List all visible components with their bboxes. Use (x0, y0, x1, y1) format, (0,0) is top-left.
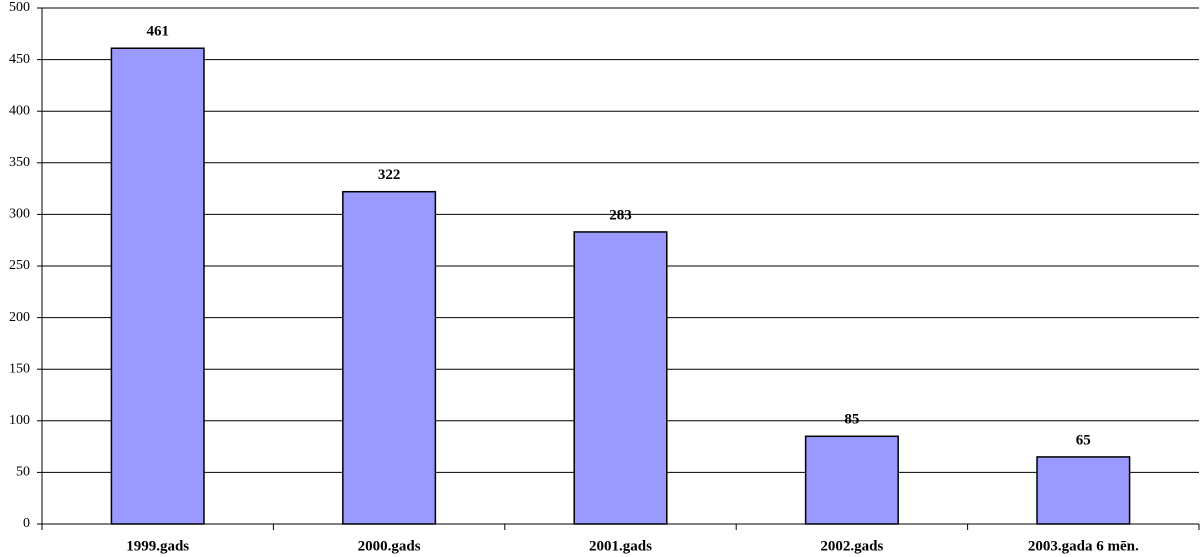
y-tick-label: 150 (9, 361, 30, 376)
y-tick-label: 50 (16, 465, 30, 480)
y-tick-label: 400 (9, 103, 30, 118)
bar (110, 47, 205, 525)
x-tick-label: 2000.gads (358, 538, 421, 554)
bar (573, 231, 668, 525)
x-tick-label: 2001.gads (589, 538, 652, 554)
y-tick-label: 450 (9, 52, 30, 67)
data-label: 85 (844, 412, 859, 428)
x-tick-label: 2002.gads (820, 538, 883, 554)
bar (1036, 456, 1131, 525)
data-label: 322 (378, 167, 401, 183)
y-tick-label: 200 (9, 310, 30, 325)
data-label: 461 (146, 24, 169, 40)
bar (804, 435, 899, 525)
x-tick-label: 1999.gads (126, 538, 189, 554)
y-tick-label: 500 (9, 0, 30, 15)
y-tick-label: 300 (9, 207, 30, 222)
y-tick-label: 0 (23, 516, 30, 531)
y-tick-label: 350 (9, 155, 30, 170)
data-label: 65 (1076, 432, 1091, 448)
data-label: 283 (609, 207, 632, 223)
bar (342, 190, 437, 525)
y-tick-label: 100 (9, 413, 30, 428)
y-tick-label: 250 (9, 258, 30, 273)
x-tick-label: 2003.gada 6 mēn. (1028, 538, 1139, 554)
